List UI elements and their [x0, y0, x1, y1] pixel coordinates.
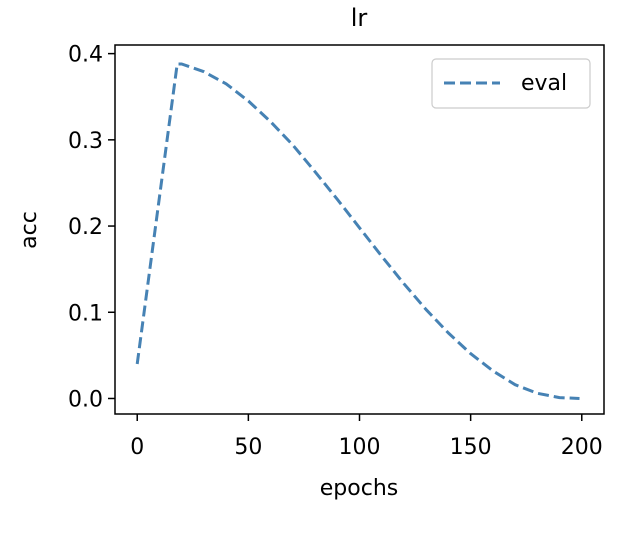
y-tick-label: 0.2 [68, 215, 103, 240]
x-tick-label: 0 [130, 435, 144, 460]
legend-box [431, 58, 591, 109]
x-axis-ticks: 0 50 100 150 200 [130, 414, 603, 460]
x-tick-label: 100 [339, 435, 381, 460]
x-tick-label: 150 [450, 435, 492, 460]
y-axis-ticks: 0.0 0.1 0.2 0.3 0.4 [68, 43, 115, 412]
y-axis-label: acc [17, 211, 42, 249]
y-tick-label: 0.1 [68, 301, 103, 326]
chart-title: lr [351, 4, 368, 32]
y-tick-label: 0.0 [68, 387, 103, 412]
x-axis-label: epochs [320, 476, 398, 501]
legend-label-eval: eval [521, 71, 567, 96]
x-tick-label: 200 [561, 435, 603, 460]
series-layer [135, 62, 580, 400]
series-line-eval [135, 62, 580, 400]
x-tick-label: 50 [234, 435, 262, 460]
y-tick-label: 0.4 [68, 43, 103, 68]
y-tick-label: 0.3 [68, 129, 103, 154]
legend: eval [431, 58, 591, 109]
